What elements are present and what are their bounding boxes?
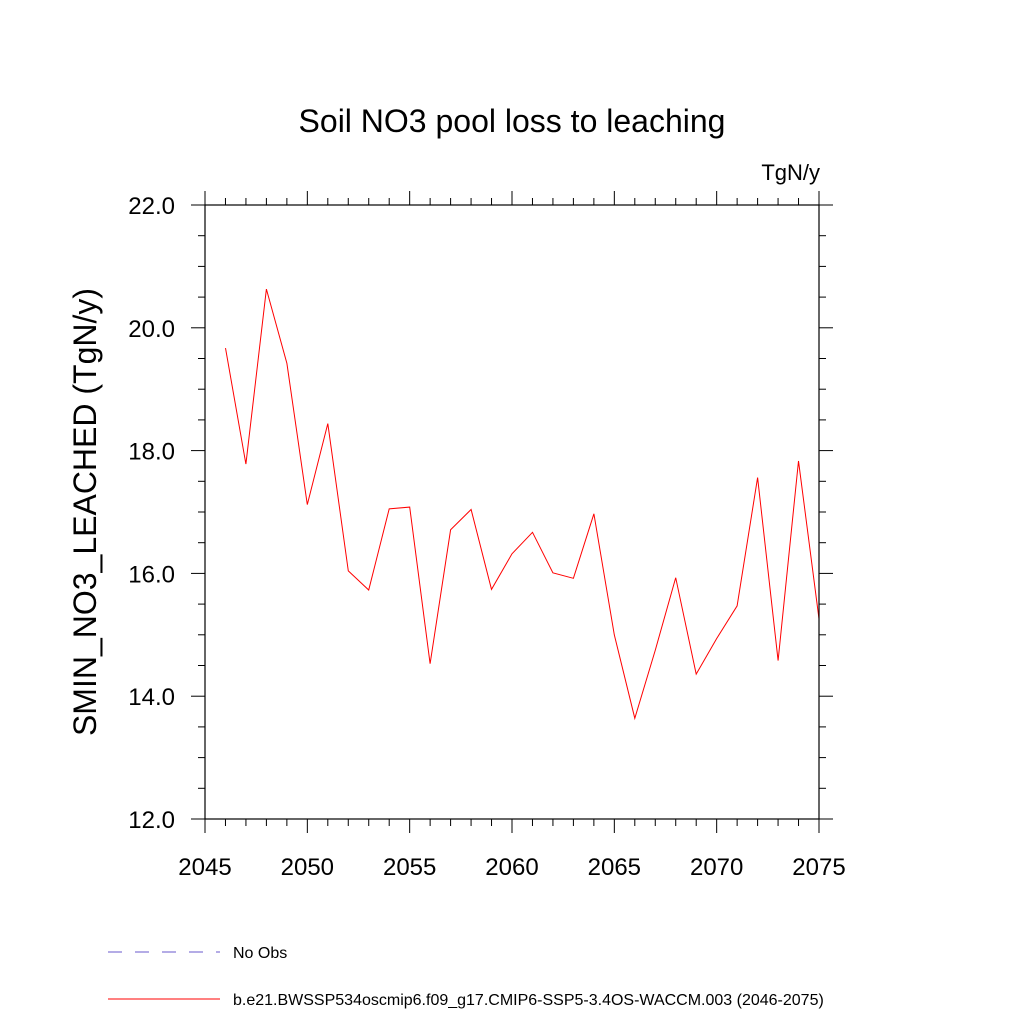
plot-frame: [204, 204, 820, 820]
legend-label: b.e21.BWSSP534oscmip6.f09_g17.CMIP6-SSP5…: [233, 992, 824, 1009]
y-tick-label: 22.0: [128, 193, 175, 220]
legend-label: No Obs: [233, 945, 287, 962]
y-tick-label: 14.0: [128, 684, 175, 711]
y-tick-label: 18.0: [128, 439, 175, 466]
x-tick-label: 2070: [690, 854, 743, 881]
y-tick-label: 20.0: [128, 316, 175, 343]
legend: No Obs b.e21.BWSSP534oscmip6.f09_g17.CMIP…: [108, 945, 824, 1009]
series-line: [225, 288, 820, 721]
chart-title: Soil NO3 pool loss to leaching: [299, 103, 726, 139]
x-tick-label: 2065: [588, 854, 641, 881]
y-axis-label: SMIN_NO3_LEACHED (TgN/y): [67, 288, 103, 736]
y-tick-label: 16.0: [128, 561, 175, 588]
y-tick-label: 12.0: [128, 807, 175, 834]
x-tick-label: 2045: [178, 854, 231, 881]
x-tick-label: 2060: [485, 854, 538, 881]
chart-units: TgN/y: [761, 160, 820, 185]
series-layer: [225, 288, 820, 721]
x-tick-label: 2075: [792, 854, 845, 881]
x-tick-label: 2055: [383, 854, 436, 881]
x-tick-label: 2050: [281, 854, 334, 881]
tick-layer: 2045 2050 2055 2060 2065 2070 2075 12.0 14.0 16.0…: [128, 191, 846, 881]
